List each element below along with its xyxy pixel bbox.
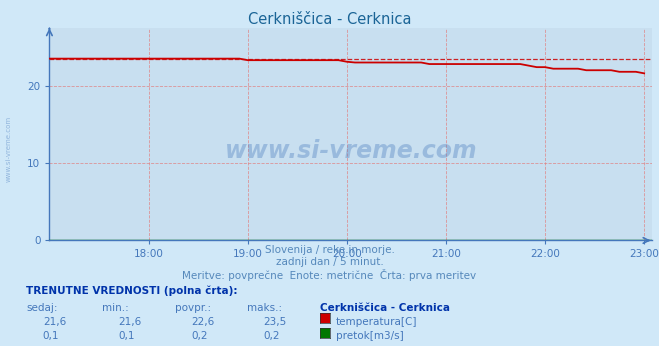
Text: 21,6: 21,6 xyxy=(43,317,66,327)
Text: TRENUTNE VREDNOSTI (polna črta):: TRENUTNE VREDNOSTI (polna črta): xyxy=(26,285,238,296)
Text: 0,1: 0,1 xyxy=(43,331,59,342)
Text: povpr.:: povpr.: xyxy=(175,303,211,313)
Text: Cerkniščica - Cerknica: Cerkniščica - Cerknica xyxy=(320,303,449,313)
Text: maks.:: maks.: xyxy=(247,303,282,313)
Text: sedaj:: sedaj: xyxy=(26,303,58,313)
Text: Cerkniščica - Cerknica: Cerkniščica - Cerknica xyxy=(248,12,411,27)
Text: 0,2: 0,2 xyxy=(191,331,208,342)
Text: www.si-vreme.com: www.si-vreme.com xyxy=(225,139,477,163)
Text: 22,6: 22,6 xyxy=(191,317,214,327)
Text: temperatura[C]: temperatura[C] xyxy=(336,317,418,327)
Text: 0,1: 0,1 xyxy=(119,331,135,342)
Text: 0,2: 0,2 xyxy=(264,331,280,342)
Text: pretok[m3/s]: pretok[m3/s] xyxy=(336,331,404,342)
Text: min.:: min.: xyxy=(102,303,129,313)
Text: 21,6: 21,6 xyxy=(119,317,142,327)
Text: Meritve: povprečne  Enote: metrične  Črta: prva meritev: Meritve: povprečne Enote: metrične Črta:… xyxy=(183,269,476,281)
Text: Slovenija / reke in morje.: Slovenija / reke in morje. xyxy=(264,245,395,255)
Text: zadnji dan / 5 minut.: zadnji dan / 5 minut. xyxy=(275,257,384,267)
Text: 23,5: 23,5 xyxy=(264,317,287,327)
Text: www.si-vreme.com: www.si-vreme.com xyxy=(5,116,11,182)
